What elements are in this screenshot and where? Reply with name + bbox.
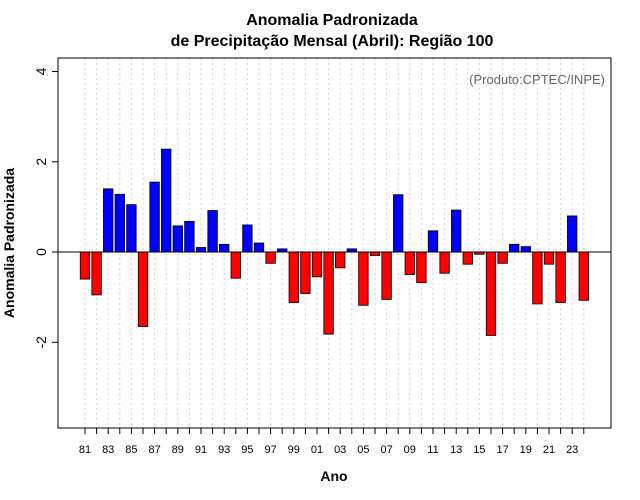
x-tick-label: 07: [380, 444, 392, 456]
bar-01: [311, 251, 323, 278]
x-tick-label: 19: [520, 444, 532, 456]
bars: [79, 148, 589, 336]
x-tick-label: 21: [543, 444, 555, 456]
bar-91: [195, 247, 207, 253]
y-tick-label: -2: [33, 336, 49, 349]
x-axis-label: Ano: [320, 468, 347, 484]
watermark-label: (Produto:CPTEC/INPE): [469, 72, 605, 87]
x-tick-label: 97: [264, 444, 276, 456]
bar-87: [149, 181, 160, 253]
bar-21: [543, 251, 555, 265]
bar-20: [532, 251, 543, 305]
bar-85: [126, 204, 137, 253]
bar-16: [485, 251, 497, 336]
bar-13: [451, 209, 462, 253]
bar-11: [427, 230, 439, 253]
bar-12: [439, 251, 450, 274]
bar-03: [335, 251, 346, 269]
bar-10: [416, 251, 427, 284]
chart-title-line1: Anomalia Padronizada: [246, 12, 418, 29]
x-tick-label: 23: [566, 444, 578, 456]
y-tick-label: 4: [33, 67, 49, 75]
bar-99: [288, 251, 299, 303]
y-axis: -2 0 2 4: [33, 67, 58, 348]
bar-89: [172, 225, 183, 253]
bar-82: [91, 251, 102, 296]
bar-22: [555, 251, 566, 303]
x-tick-label: 09: [404, 444, 416, 456]
bar-06: [369, 251, 381, 257]
x-tick-label: 15: [473, 444, 485, 456]
bar-02: [323, 251, 334, 335]
bar-14: [462, 251, 473, 265]
bar-81: [79, 251, 91, 280]
bar-05: [358, 251, 369, 306]
bar-09: [404, 251, 415, 275]
bar-95: [242, 224, 253, 253]
bar-23: [567, 215, 578, 253]
x-tick-label: 87: [148, 444, 160, 456]
x-tick-label: 03: [334, 444, 346, 456]
x-tick-label: 83: [102, 444, 114, 456]
bar-17: [497, 251, 508, 264]
bar-84: [114, 193, 125, 253]
bar-96: [253, 242, 265, 253]
y-axis-label: Anomalia Padronizada: [1, 168, 17, 318]
x-axis: 81 83 85 87 89 91 93 95 97 99 01 03 05 07 09 11 13 15 17 19…: [79, 428, 585, 456]
bar-88: [161, 148, 172, 253]
x-tick-label: 85: [125, 444, 137, 456]
x-tick-label: 89: [172, 444, 184, 456]
bar-93: [219, 243, 230, 253]
x-tick-label: 13: [450, 444, 462, 456]
x-tick-label: 17: [496, 444, 508, 456]
y-tick-label: 2: [33, 158, 49, 166]
bar-90: [184, 220, 195, 253]
bar-24: [578, 251, 589, 301]
x-tick-label: 11: [427, 444, 438, 456]
y-tick-label: 0: [33, 248, 49, 256]
x-tick-label: 05: [357, 444, 369, 456]
bar-86: [137, 251, 149, 327]
plot-frame: [57, 57, 612, 429]
bar-92: [207, 210, 218, 253]
bar-07: [381, 251, 392, 300]
x-tick-label: 01: [311, 444, 323, 456]
bar-08: [393, 194, 404, 253]
x-tick-label: 93: [218, 444, 230, 456]
x-tick-label: 99: [288, 444, 300, 456]
chart-title-line2: de Precipitação Mensal (Abril): Região 1…: [171, 33, 494, 50]
bar-94: [230, 251, 241, 279]
grid-lines: [84, 58, 585, 428]
bar-19: [520, 246, 531, 253]
bar-83: [103, 188, 114, 253]
x-tick-label: 95: [241, 444, 253, 456]
bar-18: [509, 243, 520, 253]
x-tick-label: 81: [79, 444, 91, 456]
bar-00: [300, 251, 311, 294]
x-tick-label: 91: [195, 444, 207, 456]
bar-97: [265, 251, 276, 264]
